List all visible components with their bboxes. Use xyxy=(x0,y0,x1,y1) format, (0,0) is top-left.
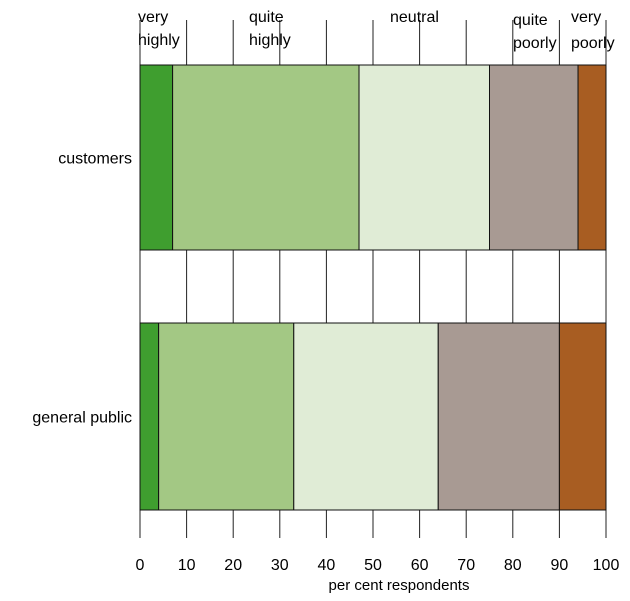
x-tick-label: 80 xyxy=(504,557,522,574)
bars xyxy=(139,64,607,511)
legend-label: highly xyxy=(249,32,291,49)
legend-label: highly xyxy=(138,32,180,49)
x-tick-labels: 0 10 20 30 40 50 60 70 80 90 100 xyxy=(136,557,620,574)
x-tick-label: 60 xyxy=(411,557,429,574)
legend-label: quite xyxy=(513,12,548,29)
x-tick-label: 40 xyxy=(318,557,336,574)
category-labels: customers general public xyxy=(32,151,132,427)
bar-segment xyxy=(558,322,607,511)
x-tick-label: 70 xyxy=(457,557,475,574)
legend-label: quite xyxy=(249,9,284,26)
bar-segment xyxy=(158,322,295,511)
x-tick-label: 0 xyxy=(136,557,145,574)
legend-label: poorly xyxy=(513,35,557,52)
x-tick-label: 10 xyxy=(178,557,196,574)
bar-segment xyxy=(358,64,490,251)
bar-segment xyxy=(577,64,607,251)
x-tick-label: 90 xyxy=(551,557,569,574)
x-tick-label: 100 xyxy=(593,557,620,574)
x-tick-label: 20 xyxy=(224,557,242,574)
x-axis-label: per cent respondents xyxy=(329,577,470,594)
legend-label: poorly xyxy=(571,35,615,52)
bar-segment xyxy=(139,64,174,251)
x-tick-label: 50 xyxy=(364,557,382,574)
bar-segment xyxy=(293,322,439,511)
category-label: general public xyxy=(32,410,132,427)
category-label: customers xyxy=(58,151,132,168)
bar-segment xyxy=(489,64,579,251)
legend-label: very xyxy=(571,9,601,26)
bar-segment xyxy=(172,64,360,251)
x-tick-label: 30 xyxy=(271,557,289,574)
bar-segment xyxy=(139,322,160,511)
bar-segment xyxy=(437,322,560,511)
legend-label: neutral xyxy=(390,9,439,26)
legend-label: very xyxy=(138,9,168,26)
